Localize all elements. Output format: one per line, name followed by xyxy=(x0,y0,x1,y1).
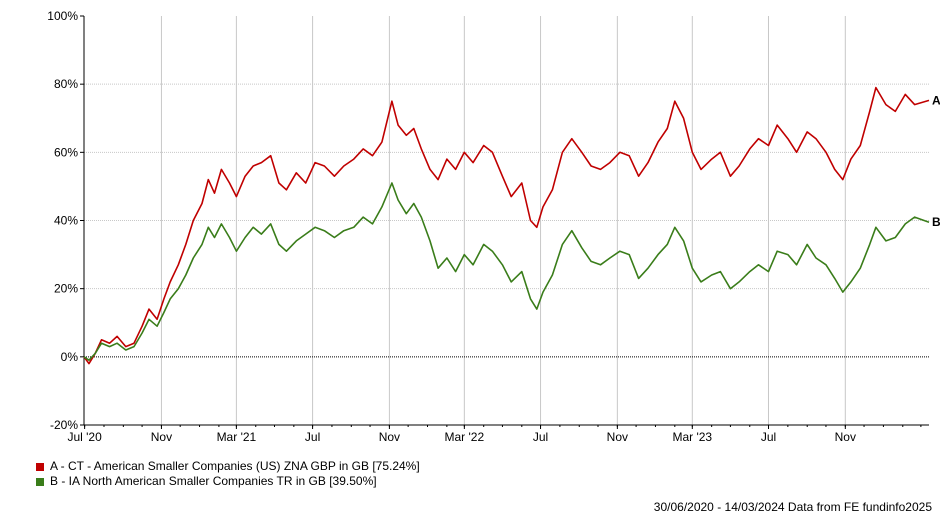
y-tick-label: 20% xyxy=(54,282,78,296)
gridlines xyxy=(84,16,929,425)
legend-swatch-b xyxy=(36,477,44,486)
y-tick-label: -20% xyxy=(50,418,78,432)
series-lines xyxy=(83,86,930,365)
x-tick-label: Jul '20 xyxy=(67,430,102,444)
tick-labels: 100% 80% 60% 40% 20% 0% -20%Jul '20 Nov Mar '21 J… xyxy=(47,9,940,444)
series-end-label-a: A xyxy=(932,93,940,107)
legend-item-a: A - CT - American Smaller Companies (US)… xyxy=(36,459,420,474)
legend-label-a: A - CT - American Smaller Companies (US)… xyxy=(50,459,420,473)
x-tick-label: Mar '21 xyxy=(217,430,257,444)
y-tick-label: 100% xyxy=(47,9,78,23)
x-tick-label: Jul xyxy=(533,430,548,444)
y-tick-label: 80% xyxy=(54,77,78,91)
y-tick-label: 40% xyxy=(54,214,78,228)
legend-item-b: B - IA North American Smaller Companies … xyxy=(36,474,420,489)
series-end-label-b: B xyxy=(932,215,940,229)
legend: A - CT - American Smaller Companies (US)… xyxy=(36,459,420,489)
data-source-footer: 30/06/2020 - 14/03/2024 Data from FE fun… xyxy=(653,500,932,514)
x-tick-label: Nov xyxy=(379,430,400,444)
legend-swatch-a xyxy=(36,462,44,471)
x-tick-label: Nov xyxy=(835,430,856,444)
legend-label-b: B - IA North American Smaller Companies … xyxy=(50,474,377,488)
axes xyxy=(80,15,929,429)
series-line-b xyxy=(83,182,930,362)
y-tick-label: 60% xyxy=(54,145,78,159)
x-tick-label: Mar '22 xyxy=(445,430,485,444)
x-tick-label: Nov xyxy=(607,430,628,444)
x-tick-label: Nov xyxy=(151,430,172,444)
x-tick-label: Mar '23 xyxy=(672,430,712,444)
y-tick-label: 0% xyxy=(61,350,79,364)
series-line-a xyxy=(83,86,930,365)
line-chart: 100% 80% 60% 40% 20% 0% -20%Jul '20 Nov Mar '21 J… xyxy=(47,9,940,444)
x-tick-label: Jul xyxy=(305,430,320,444)
x-tick-label: Jul xyxy=(761,430,776,444)
